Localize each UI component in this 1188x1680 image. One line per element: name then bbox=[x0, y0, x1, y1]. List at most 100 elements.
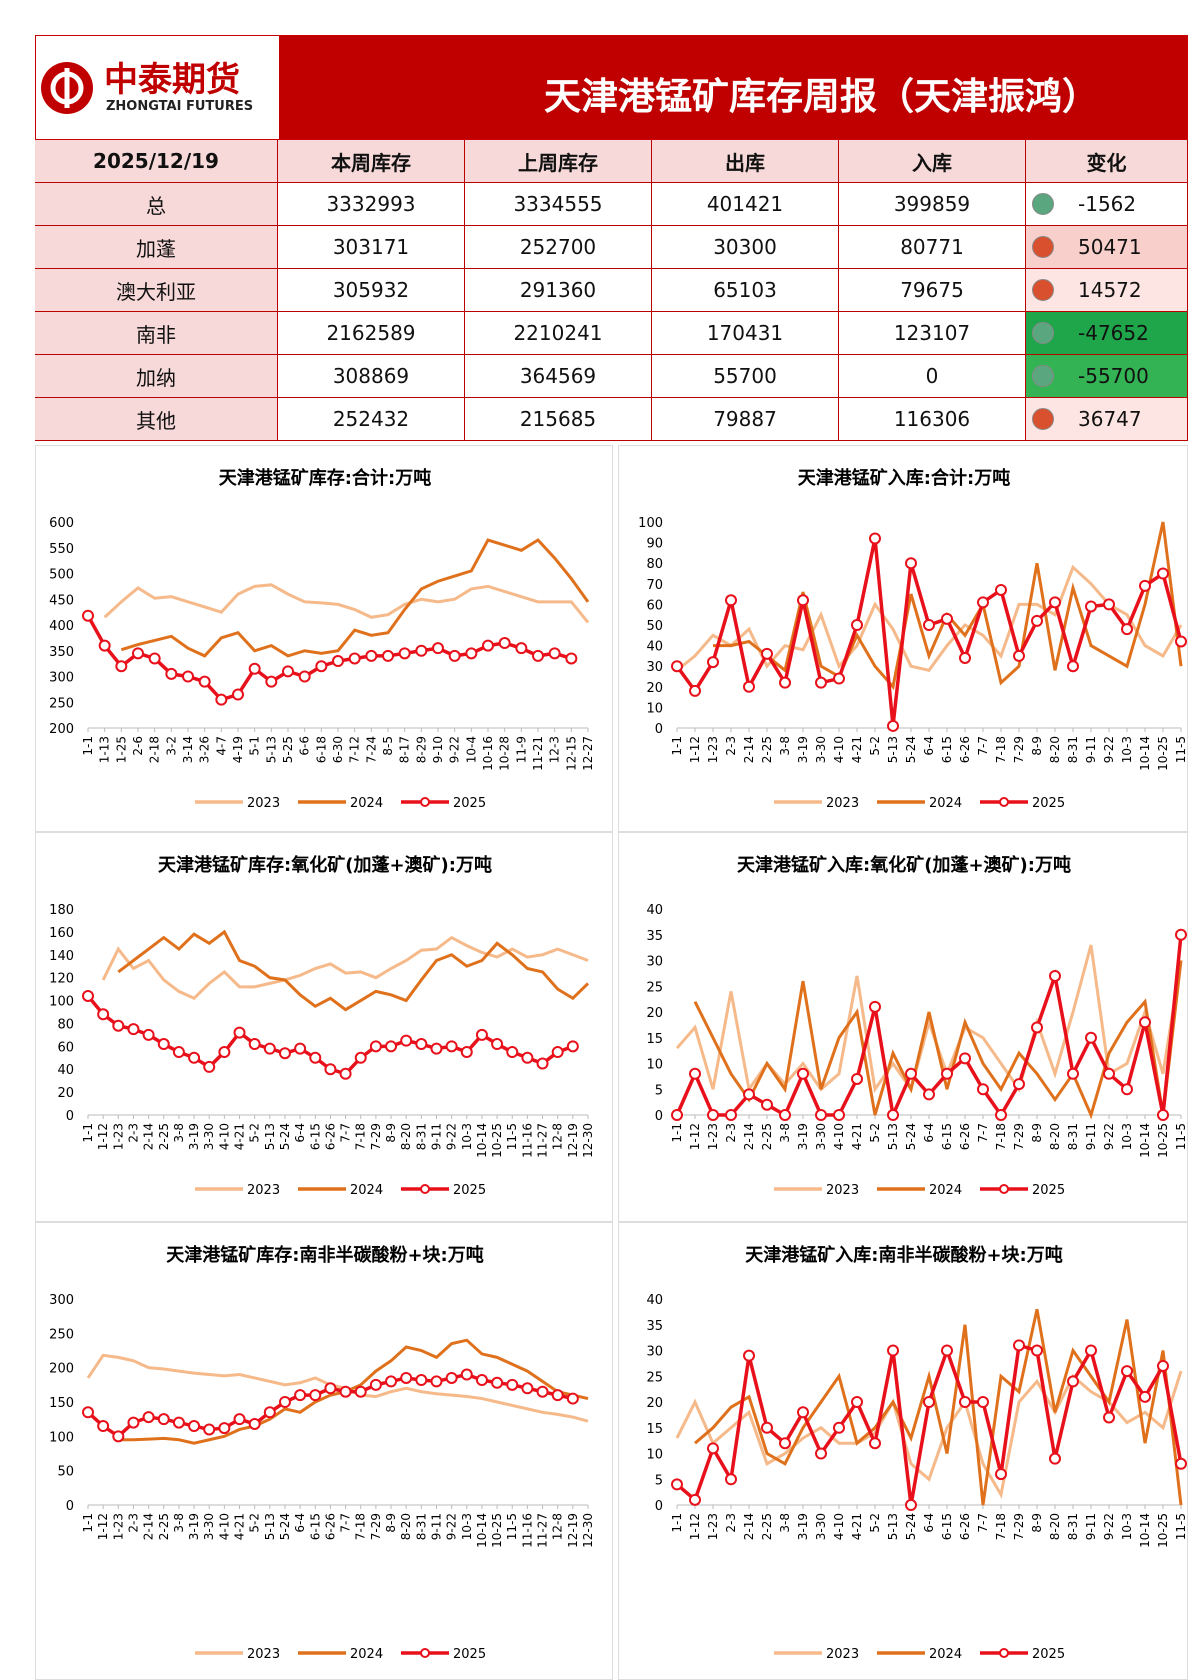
x-tick-label: 2-3 bbox=[724, 1513, 738, 1533]
y-tick-label: 600 bbox=[49, 516, 74, 531]
point-marker bbox=[725, 1109, 737, 1121]
y-tick-label: 50 bbox=[646, 619, 663, 634]
y-tick-label: 0 bbox=[655, 1109, 663, 1124]
point-marker bbox=[157, 1413, 170, 1426]
y-tick-label: 60 bbox=[57, 1040, 74, 1055]
point-marker bbox=[448, 649, 461, 662]
point-marker bbox=[1121, 1083, 1133, 1096]
legend-label: 2025 bbox=[1032, 1183, 1065, 1198]
x-tick-label: 3-30 bbox=[814, 736, 828, 763]
point-marker bbox=[1175, 635, 1187, 648]
series-line bbox=[694, 1308, 1183, 1506]
chart-panel: 天津港锰矿入库:合计:万吨 0 10 20 30 40 50 60 70 80 90 100 1-1 1-… bbox=[618, 445, 1188, 832]
legend-label: 2025 bbox=[453, 796, 486, 811]
x-tick-label: 6-15 bbox=[940, 1513, 954, 1540]
series-line bbox=[117, 929, 590, 1012]
legend-label: 2024 bbox=[350, 1647, 383, 1662]
point-marker bbox=[82, 1406, 94, 1419]
point-marker bbox=[82, 989, 94, 1002]
point-marker bbox=[797, 1067, 809, 1080]
cell-text: 2210241 bbox=[513, 321, 603, 345]
legend-label: 2023 bbox=[247, 796, 280, 811]
point-marker bbox=[324, 1063, 337, 1076]
x-tick-label: 11-16 bbox=[520, 1513, 534, 1548]
change-indicator bbox=[1032, 279, 1054, 301]
table-row: 澳大利亚 305932 291360 65103 79675 14572 bbox=[35, 269, 1188, 312]
point-marker bbox=[779, 1437, 791, 1450]
legend-marker bbox=[420, 1648, 430, 1658]
value-cell: 79675 bbox=[839, 269, 1026, 312]
point-marker bbox=[315, 660, 328, 673]
point-marker bbox=[385, 1040, 398, 1053]
row-label: 其他 bbox=[35, 398, 278, 441]
point-marker bbox=[761, 647, 773, 660]
point-marker bbox=[430, 1375, 443, 1388]
chart: 天津港锰矿库存:氧化矿(加蓬+澳矿):万吨 0 20 40 60 80 100 120 140 1… bbox=[49, 854, 595, 1198]
point-marker bbox=[382, 649, 394, 662]
x-tick-label: 8-9 bbox=[1030, 736, 1044, 756]
point-marker bbox=[460, 1046, 473, 1059]
x-tick-label: 2-14 bbox=[742, 736, 756, 763]
x-tick-label: 5-24 bbox=[278, 1513, 292, 1540]
chart-title: 天津港锰矿库存:合计:万吨 bbox=[219, 467, 431, 489]
x-tick-label: 3-30 bbox=[814, 1123, 828, 1150]
x-tick-label: 6-26 bbox=[958, 1123, 972, 1150]
x-tick-label: 7-7 bbox=[339, 1123, 353, 1143]
y-tick-label: 350 bbox=[49, 645, 74, 660]
value-cell: 364569 bbox=[465, 355, 652, 398]
point-marker bbox=[905, 1499, 917, 1511]
x-tick-label: 2-25 bbox=[760, 736, 774, 763]
point-marker bbox=[995, 1109, 1007, 1121]
y-tick-label: 40 bbox=[646, 903, 663, 918]
x-tick-label: 3-30 bbox=[202, 1513, 216, 1540]
value-cell: 252432 bbox=[278, 398, 465, 441]
point-marker bbox=[515, 642, 528, 655]
cell-text: 305932 bbox=[332, 278, 410, 302]
x-tick-label: 9-22 bbox=[445, 1513, 459, 1540]
y-tick-label: 35 bbox=[646, 1319, 663, 1334]
x-tick-label: 9-11 bbox=[429, 1513, 443, 1540]
value-cell: 291360 bbox=[465, 269, 652, 312]
x-tick-label: 6-4 bbox=[293, 1123, 307, 1143]
x-tick-label: 10-14 bbox=[475, 1123, 489, 1158]
x-tick-label: 8-20 bbox=[399, 1123, 413, 1150]
legend-marker bbox=[420, 797, 430, 807]
change-value: 50471 bbox=[1078, 235, 1142, 259]
x-tick-label: 10-3 bbox=[1120, 1513, 1134, 1540]
x-tick-label: 3-14 bbox=[181, 736, 195, 763]
point-marker bbox=[265, 675, 278, 688]
point-marker bbox=[815, 1109, 827, 1121]
x-tick-label: 12-15 bbox=[564, 736, 578, 771]
header-cell: 2025/12/19 bbox=[35, 140, 278, 183]
title-band: 天津港锰矿库存周报（天津振鸿） bbox=[279, 36, 1187, 139]
x-tick-label: 6-30 bbox=[331, 736, 345, 763]
point-marker bbox=[491, 1376, 504, 1389]
y-tick-label: 20 bbox=[646, 1396, 663, 1411]
chart-title: 天津港锰矿库存:氧化矿(加蓬+澳矿):万吨 bbox=[158, 854, 492, 876]
x-tick-label: 6-4 bbox=[922, 1513, 936, 1533]
point-marker bbox=[725, 1473, 737, 1486]
x-tick-label: 8-31 bbox=[1066, 1513, 1080, 1540]
point-marker bbox=[172, 1046, 185, 1059]
point-marker bbox=[198, 675, 211, 688]
x-tick-label: 10-16 bbox=[481, 736, 495, 771]
x-tick-label: 8-9 bbox=[1030, 1513, 1044, 1533]
value-cell: -47652 bbox=[1026, 312, 1188, 355]
x-tick-label: 5-1 bbox=[248, 736, 262, 756]
x-tick-label: 8-9 bbox=[384, 1123, 398, 1143]
y-tick-label: 400 bbox=[49, 619, 74, 634]
x-tick-label: 1-1 bbox=[81, 1123, 95, 1143]
header-cell: 上周库存 bbox=[465, 140, 652, 183]
x-tick-label: 9-11 bbox=[429, 1123, 443, 1150]
x-tick-label: 9-22 bbox=[1102, 736, 1116, 763]
y-tick-label: 80 bbox=[646, 557, 663, 572]
chart-panel: 天津港锰矿库存:氧化矿(加蓬+澳矿):万吨 0 20 40 60 80 100 120 140 1… bbox=[35, 832, 613, 1222]
x-tick-label: 7-18 bbox=[994, 736, 1008, 763]
point-marker bbox=[707, 1442, 719, 1455]
x-tick-label: 11-5 bbox=[505, 1513, 519, 1540]
x-tick-label: 12-19 bbox=[566, 1123, 580, 1158]
point-marker bbox=[833, 1109, 845, 1121]
point-marker bbox=[779, 1109, 791, 1121]
y-tick-label: 10 bbox=[646, 1448, 663, 1463]
